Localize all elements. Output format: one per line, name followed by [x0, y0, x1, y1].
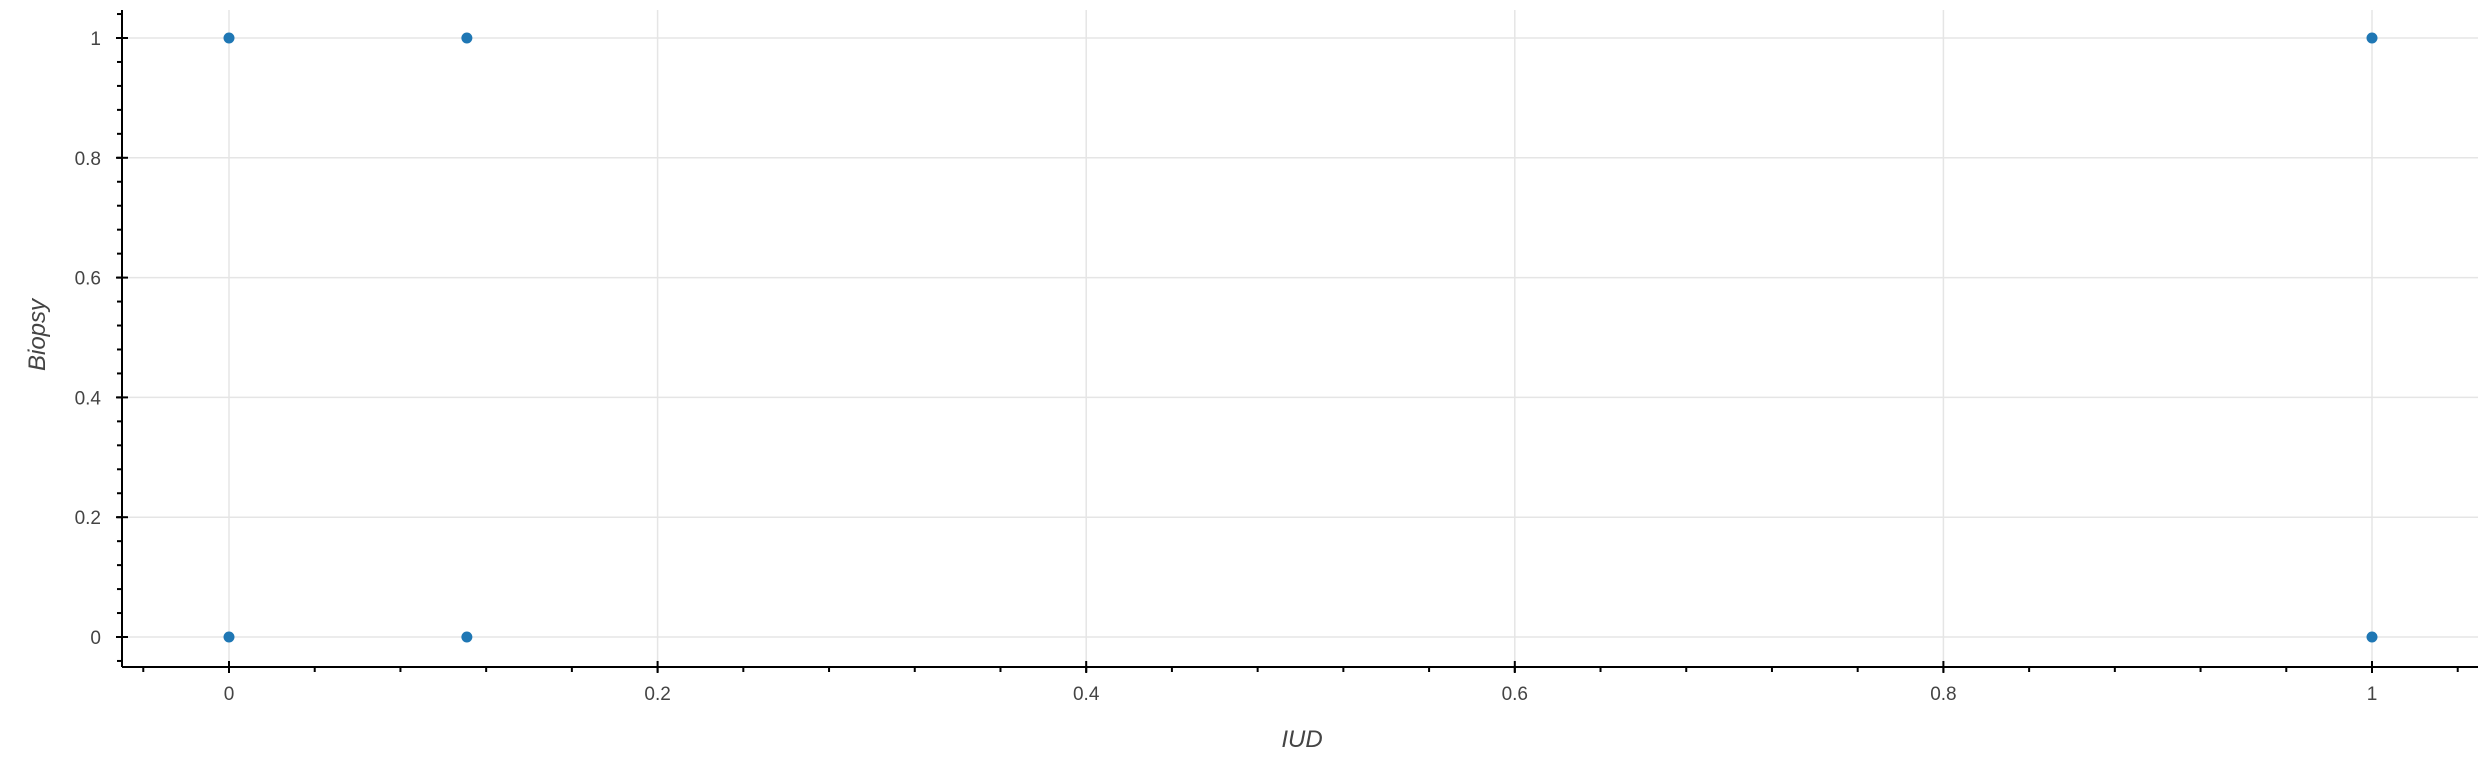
y-tick-label: 0.8 [75, 149, 101, 170]
x-tick-label: 0 [224, 684, 235, 705]
x-axis-title: IUD [1281, 726, 1322, 753]
x-tick-label: 0.2 [644, 684, 670, 705]
data-point [2366, 631, 2378, 643]
data-point [461, 631, 473, 643]
x-axis-ticks: 0 0.2 0.4 0.6 0.8 1 [142, 661, 2459, 705]
data-point [223, 631, 235, 643]
data-point [2366, 32, 2378, 44]
y-axis-ticks: 0 0.2 0.4 0.6 0.8 1 [75, 13, 128, 662]
x-tick-label: 0.8 [1930, 684, 1956, 705]
y-tick-label: 1 [90, 29, 101, 50]
grid-lines [122, 10, 2478, 667]
y-tick-label: 0.2 [75, 508, 101, 529]
y-tick-label: 0.6 [75, 269, 101, 290]
x-tick-label: 0.6 [1502, 684, 1528, 705]
x-tick-label: 0.4 [1073, 684, 1100, 705]
y-tick-label: 0 [90, 628, 101, 649]
x-tick-label: 1 [2367, 684, 2378, 705]
data-point [461, 32, 473, 44]
data-points [223, 32, 2378, 643]
y-tick-label: 0.4 [75, 388, 102, 409]
data-point [223, 32, 235, 44]
y-axis-title: Biopsy [24, 297, 51, 371]
axes [121, 10, 2478, 668]
